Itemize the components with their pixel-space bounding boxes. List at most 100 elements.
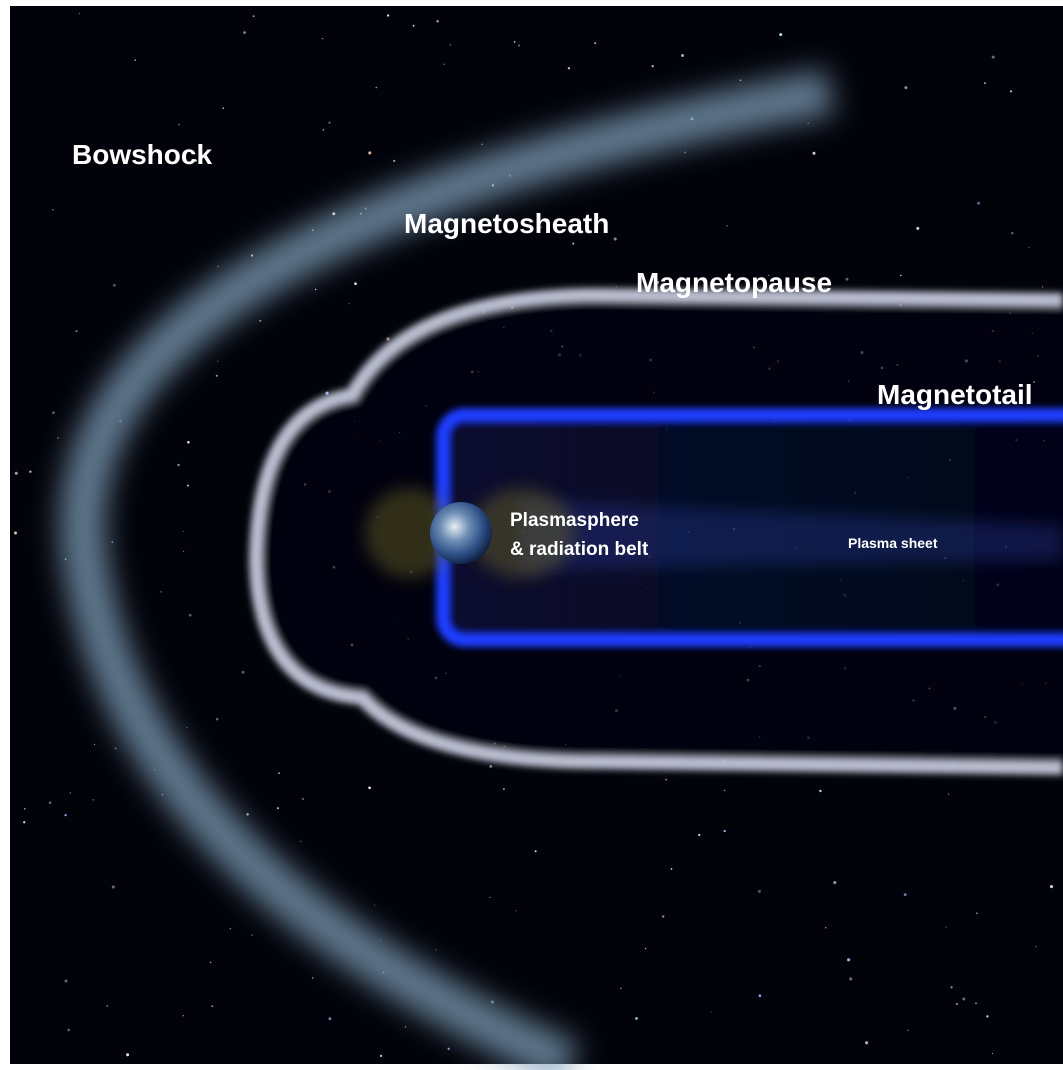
star — [160, 591, 161, 592]
star — [387, 14, 389, 16]
label: Magnetosheath — [404, 208, 609, 239]
star — [635, 1017, 638, 1020]
star — [900, 275, 901, 276]
star — [825, 927, 826, 928]
star — [1011, 232, 1013, 234]
star — [992, 1053, 993, 1054]
star — [759, 994, 762, 997]
star — [904, 893, 907, 896]
star — [758, 890, 761, 893]
star — [481, 143, 483, 145]
star — [645, 948, 646, 949]
star — [113, 284, 116, 287]
label: & radiation belt — [510, 539, 649, 560]
star — [242, 671, 245, 674]
star — [984, 82, 986, 84]
label: Plasma sheet — [848, 535, 938, 551]
star — [535, 850, 537, 852]
star — [70, 792, 71, 793]
star — [57, 437, 58, 438]
star — [1042, 286, 1043, 287]
star — [665, 779, 667, 781]
label: Bowshock — [72, 139, 212, 170]
star — [698, 834, 700, 836]
star — [393, 160, 395, 162]
star — [681, 54, 684, 57]
star — [15, 472, 18, 475]
star — [177, 464, 179, 466]
star — [64, 814, 66, 816]
star — [323, 129, 325, 131]
star — [724, 830, 726, 832]
star — [849, 977, 852, 980]
star — [962, 998, 965, 1001]
star — [348, 303, 349, 304]
star — [126, 1053, 129, 1056]
star — [1010, 90, 1012, 92]
star — [187, 485, 189, 487]
star — [92, 799, 94, 801]
star — [67, 1029, 70, 1032]
star — [134, 59, 136, 61]
star — [328, 1017, 331, 1020]
star — [189, 614, 192, 617]
star — [833, 881, 836, 884]
label: Magnetopause — [636, 267, 832, 298]
magnetosphere-diagram: Bowshock Magnetosheath Magnetopause Magn… — [0, 0, 1063, 1070]
star — [253, 15, 255, 17]
star — [436, 20, 438, 22]
star — [1050, 885, 1053, 888]
star — [514, 41, 516, 43]
star — [328, 122, 330, 124]
star — [24, 808, 26, 810]
star — [616, 286, 617, 287]
star — [992, 56, 995, 59]
star — [217, 361, 218, 362]
star — [977, 202, 980, 205]
star — [380, 1055, 382, 1057]
star — [662, 915, 664, 917]
star — [300, 841, 301, 842]
star — [515, 910, 516, 911]
star — [251, 934, 253, 936]
star — [216, 375, 218, 377]
star — [490, 897, 491, 898]
star — [946, 927, 947, 928]
star — [315, 289, 316, 290]
star — [106, 1005, 108, 1007]
star — [808, 123, 809, 124]
star — [614, 237, 617, 240]
star — [217, 266, 219, 268]
star — [111, 541, 113, 543]
star — [740, 79, 742, 81]
star — [907, 1030, 908, 1031]
star — [49, 802, 51, 804]
star — [229, 928, 231, 930]
star — [216, 718, 219, 721]
star — [1028, 247, 1029, 248]
star — [916, 227, 919, 230]
star — [594, 42, 596, 44]
star — [211, 1005, 213, 1007]
star — [620, 988, 621, 989]
star — [94, 744, 95, 745]
star — [813, 152, 816, 155]
star — [29, 471, 31, 473]
star — [76, 330, 78, 332]
label: Magnetotail — [877, 379, 1033, 410]
page: Bowshock Magnetosheath Magnetopause Magn… — [0, 0, 1063, 1070]
star — [23, 821, 25, 823]
star — [277, 807, 279, 809]
star — [302, 798, 304, 800]
star — [52, 209, 53, 210]
star — [444, 64, 445, 65]
star — [112, 885, 115, 888]
star — [178, 124, 180, 126]
star — [368, 787, 371, 790]
star — [975, 1002, 977, 1004]
star — [948, 794, 949, 795]
star — [183, 1015, 184, 1016]
star — [568, 67, 570, 69]
star — [489, 765, 492, 768]
star — [14, 532, 17, 535]
